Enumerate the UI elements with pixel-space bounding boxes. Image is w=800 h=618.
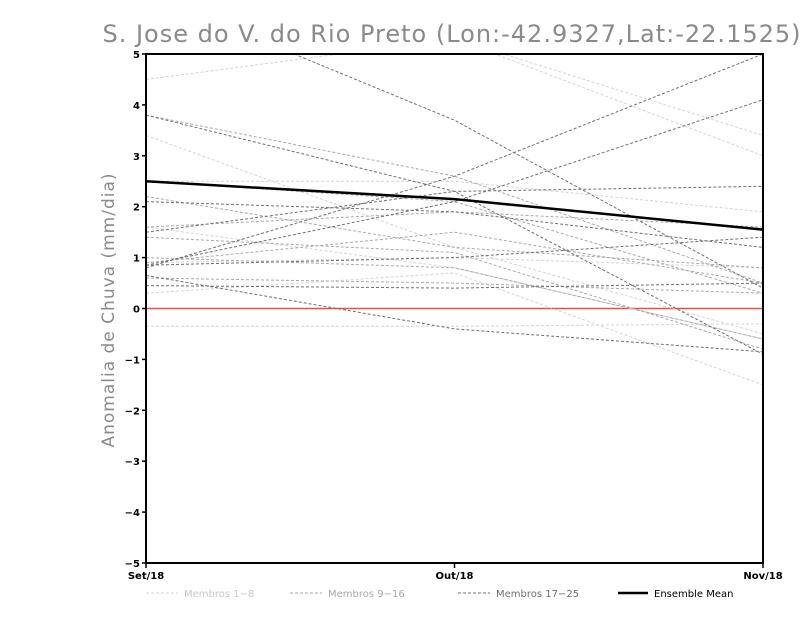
y-tick-label: −3 xyxy=(125,457,140,468)
series-line-m15 xyxy=(146,231,763,284)
series-line-m19 xyxy=(146,201,763,248)
y-tick-label: 5 xyxy=(133,50,140,61)
legend-label: Membros 17−25 xyxy=(496,589,579,600)
series-line-m4 xyxy=(146,226,763,340)
y-tick-label: −4 xyxy=(125,508,140,519)
series-line-m21 xyxy=(146,99,763,266)
series-line-m2 xyxy=(146,134,763,335)
series-line-m1 xyxy=(146,54,763,136)
series-line-m25 xyxy=(146,236,763,266)
series-line-m11 xyxy=(146,211,763,228)
series-line-m7 xyxy=(146,323,763,327)
series-line-m9 xyxy=(146,114,763,284)
series-line-ensemble-mean xyxy=(146,180,763,231)
series-line-m10 xyxy=(146,196,763,269)
x-tick-label: Out/18 xyxy=(436,571,474,582)
y-tick-label: 4 xyxy=(133,101,140,112)
series-line-m3 xyxy=(146,180,763,213)
y-tick-label: −2 xyxy=(125,406,140,417)
series-line-m13 xyxy=(146,277,763,294)
series-line-m22 xyxy=(146,282,763,289)
x-tick-label: Set/18 xyxy=(128,571,164,582)
legend-label: Membros 1−8 xyxy=(184,589,254,600)
x-tick-label: Nov/18 xyxy=(743,571,782,582)
y-tick-label: −5 xyxy=(125,559,140,570)
y-tick-label: 3 xyxy=(133,152,140,163)
legend: Membros 1−8 Membros 9−16 Membros 17−25 Ense… xyxy=(146,589,733,600)
y-tick-label: 0 xyxy=(133,305,140,316)
series-line-m18 xyxy=(146,114,763,355)
series-line-m12 xyxy=(146,257,763,340)
y-tick-label: 2 xyxy=(133,203,140,214)
series-line-m17 xyxy=(292,54,763,289)
y-tick-label: −1 xyxy=(125,355,140,366)
y-tick-label: 1 xyxy=(133,254,140,265)
series-line-m6 xyxy=(146,272,763,386)
series-line-m14 xyxy=(146,236,763,350)
x-axis-ticks: Set/18 Out/18 Nov/18 xyxy=(128,563,783,582)
series-line-m24 xyxy=(146,185,763,233)
series-layer xyxy=(146,54,763,386)
legend-label: Membros 9−16 xyxy=(328,589,405,600)
chart-title: S. Jose do V. do Rio Preto (Lon:-42.9327… xyxy=(102,20,800,48)
y-axis-label: Anomalia de Chuva (mm/dia) xyxy=(99,172,119,447)
y-axis-ticks: −5 −4 −3 −2 −1 0 1 2 3 4 5 xyxy=(125,50,146,570)
legend-label: Ensemble Mean xyxy=(654,589,733,600)
series-line-m20 xyxy=(146,54,763,269)
